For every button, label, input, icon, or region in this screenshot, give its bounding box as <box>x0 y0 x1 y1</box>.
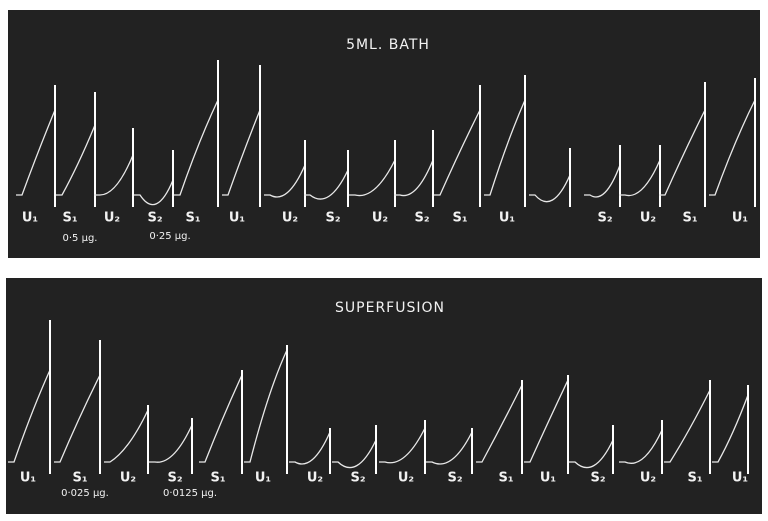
drug-label: S₁ <box>62 211 77 226</box>
drug-label: S₁ <box>498 471 513 486</box>
drug-label: U₂ <box>372 211 388 226</box>
drug-label: S₂ <box>597 211 612 226</box>
drug-label: U₂ <box>398 471 414 486</box>
drug-label: U₂ <box>307 471 323 486</box>
panel-title: 5ML. BATH <box>346 37 430 53</box>
drug-label: S₁ <box>452 211 467 226</box>
drug-label: S₂ <box>167 471 182 486</box>
drug-label: U₂ <box>104 211 120 226</box>
drug-label: U₂ <box>282 211 298 226</box>
drug-label: S₂ <box>325 211 340 226</box>
drug-label: S₁ <box>185 211 200 226</box>
drug-label: S₂ <box>350 471 365 486</box>
drug-label: U₁ <box>732 211 748 226</box>
drug-label: S₁ <box>687 471 702 486</box>
drug-label: S₂ <box>590 471 605 486</box>
drug-label: U₁ <box>732 471 748 486</box>
drug-label: S₁ <box>210 471 225 486</box>
drug-label: U₁ <box>22 211 38 226</box>
drug-label: S₂ <box>447 471 462 486</box>
drug-label: S₁ <box>72 471 87 486</box>
panel-title: SUPERFUSION <box>335 300 445 316</box>
drug-label: U₂ <box>640 471 656 486</box>
drug-label: S₁ <box>682 211 697 226</box>
dose-label: 0·5 µg. <box>63 233 98 244</box>
figure: 5ML. BATH SUPERFUSION 0·5 µg. 0·25 µg. 0… <box>0 0 768 521</box>
dose-label: 0·025 µg. <box>61 488 109 499</box>
drug-label: U₁ <box>540 471 556 486</box>
drug-label: S₂ <box>147 211 162 226</box>
drug-label: U₁ <box>255 471 271 486</box>
drug-label: U₁ <box>20 471 36 486</box>
drug-label: U₂ <box>640 211 656 226</box>
dose-label: 0·25 µg. <box>149 231 190 242</box>
drug-label: S₂ <box>414 211 429 226</box>
dose-label: 0·0125 µg. <box>163 488 217 499</box>
drug-label: U₁ <box>229 211 245 226</box>
drug-label: U₁ <box>499 211 515 226</box>
drug-label: U₂ <box>120 471 136 486</box>
